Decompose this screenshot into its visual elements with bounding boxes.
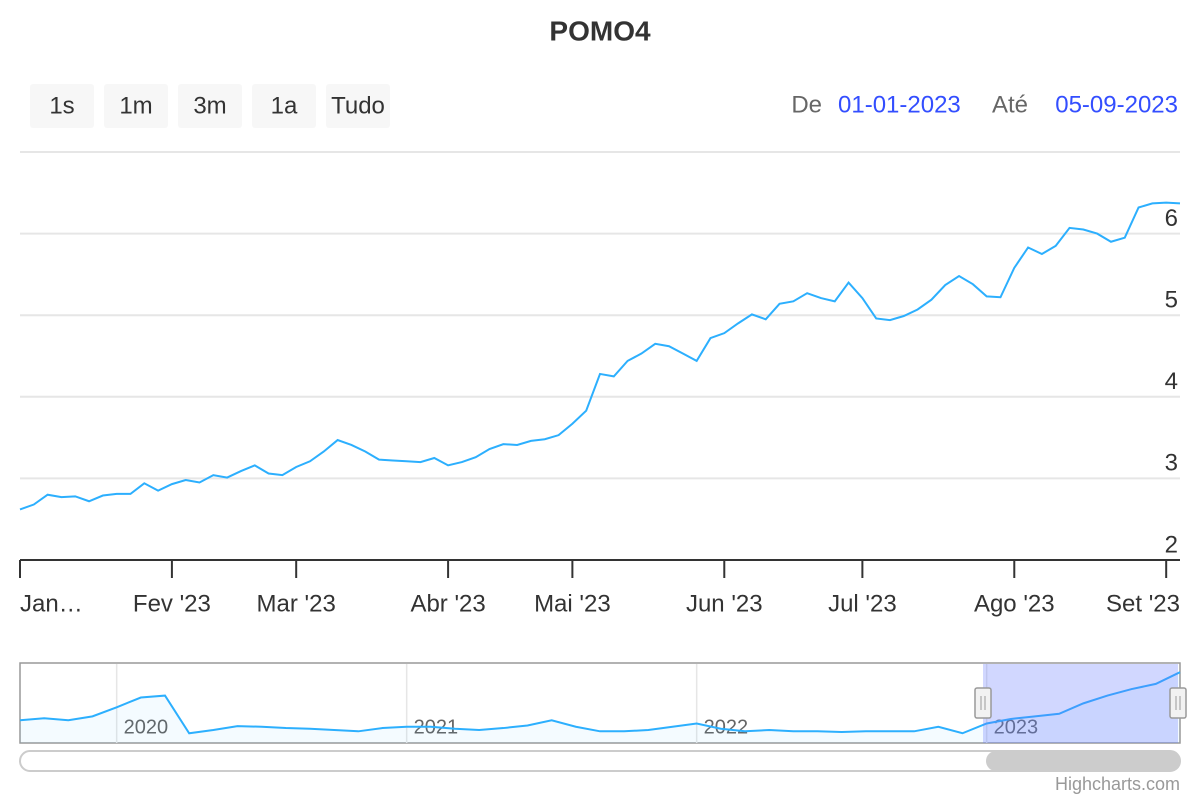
navigator-handle[interactable] — [974, 687, 992, 719]
to-label: Até — [992, 91, 1028, 118]
y-tick-label: 5 — [1165, 287, 1178, 314]
y-tick-label: 3 — [1165, 450, 1178, 477]
range-button-label[interactable]: 3m — [193, 92, 226, 119]
y-tick-label: 6 — [1165, 205, 1178, 232]
range-buttons: 1s 1m 3m 1a Tudo — [30, 84, 390, 128]
navigator-label: 2022 — [704, 716, 749, 738]
navigator-handle[interactable] — [1169, 687, 1187, 719]
navigator-line — [19, 671, 1181, 735]
x-tick-label: Jun '23 — [686, 590, 763, 617]
range-button-label[interactable]: 1a — [271, 92, 298, 119]
range-button-label[interactable]: Tudo — [331, 92, 385, 119]
range-button-label[interactable]: 1s — [49, 92, 74, 119]
from-label: De — [791, 91, 822, 118]
credits[interactable]: Highcharts.com — [1055, 774, 1180, 794]
range-button[interactable] — [252, 84, 316, 128]
chart-title: POMO4 — [549, 15, 651, 46]
x-tick-label: Ago '23 — [974, 590, 1055, 617]
navigator-label: 2023 — [994, 716, 1039, 738]
navigator-label: 2020 — [124, 716, 168, 738]
price-line — [19, 201, 1181, 511]
x-tick-label: Set '23 — [1106, 590, 1180, 617]
to-date[interactable]: 05-09-2023 — [1055, 91, 1178, 118]
range-button[interactable] — [30, 84, 94, 128]
x-tick-label: Jul '23 — [828, 590, 897, 617]
x-tick-label: Abr '23 — [410, 590, 485, 617]
x-tick-label: Mai '23 — [534, 590, 611, 617]
range-button[interactable] — [326, 84, 390, 128]
from-date[interactable]: 01-01-2023 — [838, 91, 961, 118]
x-tick-label: Mar '23 — [257, 590, 336, 617]
range-button-label[interactable]: 1m — [119, 92, 152, 119]
range-button[interactable] — [178, 84, 242, 128]
x-tick-label: Jan… — [20, 590, 83, 617]
x-tick-label: Fev '23 — [133, 590, 211, 617]
y-tick-label: 4 — [1165, 368, 1178, 395]
navigator-selection — [983, 664, 1178, 743]
y-tick-label: 2 — [1165, 531, 1178, 558]
scrollbar-thumb[interactable] — [986, 751, 1180, 771]
navigator-area — [20, 672, 1180, 743]
range-button[interactable] — [104, 84, 168, 128]
